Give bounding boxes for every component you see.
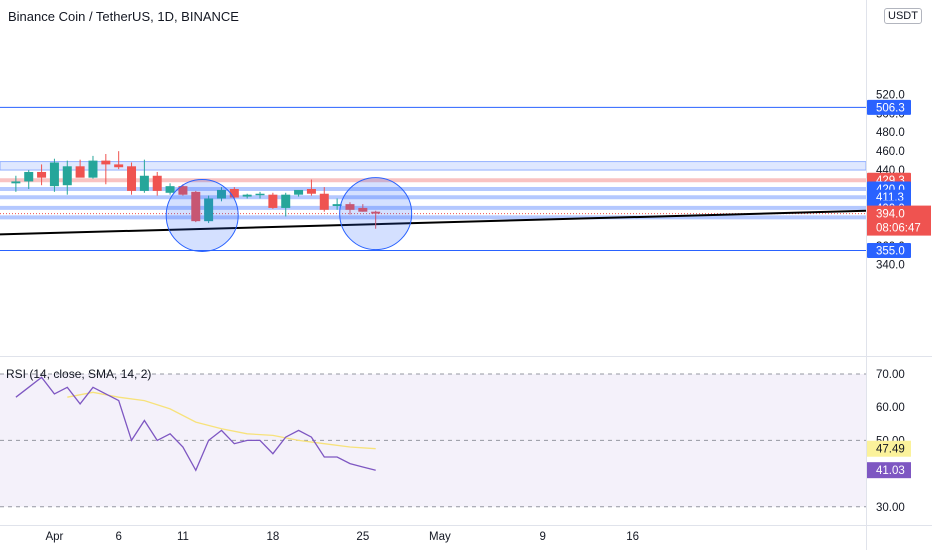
- candle[interactable]: [75, 159, 85, 178]
- candle[interactable]: [306, 179, 316, 196]
- candle-body: [37, 171, 47, 178]
- candle-body: [88, 160, 98, 178]
- candle[interactable]: [101, 153, 111, 185]
- candle-body: [178, 186, 188, 195]
- candle[interactable]: [114, 151, 124, 170]
- time-axis[interactable]: Apr 6 11 18 25 May 9 16: [0, 525, 932, 544]
- candle-body: [127, 166, 137, 191]
- price-axis[interactable]: 340.0360.0380.0420.0440.0460.0480.0500.0…: [866, 0, 932, 550]
- candle[interactable]: [281, 192, 291, 217]
- price-tick-label: 340.0: [876, 260, 905, 272]
- candle-body: [152, 175, 162, 191]
- time-tick-label: May: [429, 531, 451, 543]
- time-tick-label: 11: [177, 531, 189, 543]
- current-price-badge[interactable]: 394.0 08:06:47: [867, 205, 931, 236]
- candle[interactable]: [139, 159, 149, 193]
- candle-body: [191, 191, 201, 222]
- rsi-value: 41.03: [876, 465, 905, 477]
- candle[interactable]: [345, 202, 355, 215]
- candle[interactable]: [24, 170, 34, 189]
- rsi-indicator-title[interactable]: RSI (14, close, SMA, 14, 2): [6, 367, 152, 381]
- candle[interactable]: [88, 155, 98, 179]
- rsi-value-badge-bg: [867, 462, 911, 479]
- highlight-circle[interactable]: [339, 177, 413, 251]
- candle[interactable]: [37, 164, 47, 186]
- rsi-tick-label: 30.00: [876, 502, 905, 514]
- trendline[interactable]: [0, 209, 867, 236]
- candle-body: [319, 193, 329, 210]
- candle[interactable]: [152, 171, 162, 196]
- candle-body: [306, 189, 316, 194]
- candle[interactable]: [319, 187, 329, 212]
- candle-body: [332, 204, 342, 207]
- currency-label[interactable]: USDT: [884, 8, 922, 24]
- chart-title: Binance Coin / TetherUS, 1D, BINANCE: [6, 8, 241, 25]
- candle[interactable]: [268, 192, 278, 209]
- candle-body: [242, 194, 252, 197]
- candle-body: [371, 211, 381, 214]
- candle-body: [75, 166, 85, 178]
- candle[interactable]: [371, 210, 381, 229]
- candle-body: [139, 175, 149, 191]
- candle-body: [49, 162, 59, 187]
- candle[interactable]: [204, 195, 214, 224]
- candle-body: [204, 198, 214, 222]
- candle-body: [294, 189, 304, 195]
- candle[interactable]: [191, 190, 201, 223]
- candle[interactable]: [178, 184, 188, 196]
- candle[interactable]: [62, 160, 72, 195]
- candle[interactable]: [242, 193, 252, 199]
- candle-body: [165, 186, 175, 193]
- level-badge: 506.3: [876, 102, 905, 114]
- candle-body: [62, 166, 72, 186]
- candle-body: [101, 160, 111, 165]
- candle-body: [229, 189, 239, 198]
- level-badge-bg: [867, 99, 911, 115]
- level-badge-bg: [867, 242, 911, 258]
- time-tick-label: 9: [540, 531, 546, 543]
- price-pane[interactable]: [0, 0, 932, 357]
- candle-body: [268, 194, 278, 208]
- candle-body: [255, 193, 265, 196]
- rsi-sma-line[interactable]: [67, 391, 376, 450]
- time-tick-label: Apr: [45, 531, 63, 543]
- candle[interactable]: [127, 162, 137, 195]
- level-badge: 355.0: [876, 245, 905, 257]
- countdown-label: 08:06:47: [876, 223, 921, 235]
- price-tick-label: 460.0: [876, 146, 905, 158]
- candle-body: [281, 194, 291, 208]
- candle[interactable]: [229, 187, 239, 199]
- candle[interactable]: [165, 183, 175, 195]
- candle-body: [345, 204, 355, 210]
- current-price-badge-bg: [867, 205, 931, 236]
- rsi-line[interactable]: [15, 376, 376, 472]
- highlight-circle[interactable]: [165, 178, 239, 252]
- rsi-tick-label: 70.00: [876, 369, 905, 381]
- current-price-label: 394.0: [876, 209, 905, 221]
- price-tick-label: 520.0: [876, 89, 905, 101]
- time-tick-label: 16: [626, 531, 639, 543]
- candle-body: [24, 171, 34, 182]
- candle[interactable]: [294, 189, 304, 197]
- candle[interactable]: [358, 204, 368, 212]
- time-tick-label: 6: [115, 531, 121, 543]
- candle-body: [358, 207, 368, 212]
- rsi-sma-badge-bg: [867, 440, 911, 457]
- candle[interactable]: [49, 158, 59, 192]
- rsi-sma-value: 47.49: [876, 444, 905, 456]
- candle[interactable]: [11, 175, 21, 192]
- candle-body: [11, 181, 21, 184]
- price-tick-label: 480.0: [876, 127, 905, 139]
- rsi-pane[interactable]: [0, 373, 866, 508]
- candle[interactable]: [255, 191, 265, 199]
- rsi-tick-label: 60.00: [876, 402, 905, 414]
- candle-body: [216, 189, 226, 199]
- time-tick-label: 25: [356, 531, 369, 543]
- candle[interactable]: [332, 198, 342, 210]
- candle[interactable]: [216, 187, 226, 202]
- time-tick-label: 18: [266, 531, 279, 543]
- candle-body: [114, 164, 124, 168]
